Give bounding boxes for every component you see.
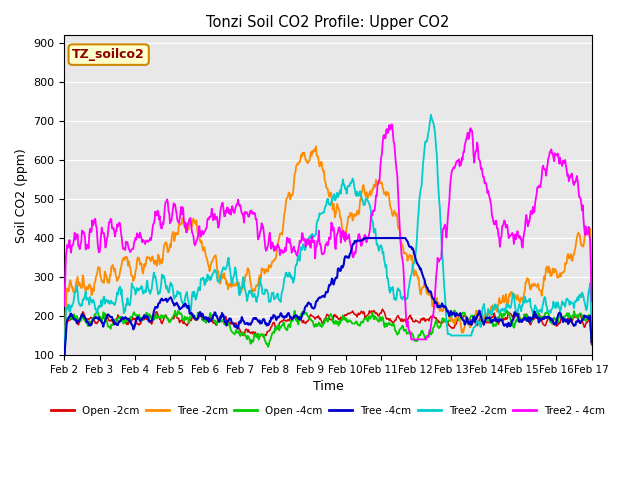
X-axis label: Time: Time xyxy=(312,380,344,393)
Text: TZ_soilco2: TZ_soilco2 xyxy=(72,48,145,61)
Y-axis label: Soil CO2 (ppm): Soil CO2 (ppm) xyxy=(15,148,28,242)
Title: Tonzi Soil CO2 Profile: Upper CO2: Tonzi Soil CO2 Profile: Upper CO2 xyxy=(206,15,450,30)
Legend: Open -2cm, Tree -2cm, Open -4cm, Tree -4cm, Tree2 -2cm, Tree2 - 4cm: Open -2cm, Tree -2cm, Open -4cm, Tree -4… xyxy=(47,402,609,420)
